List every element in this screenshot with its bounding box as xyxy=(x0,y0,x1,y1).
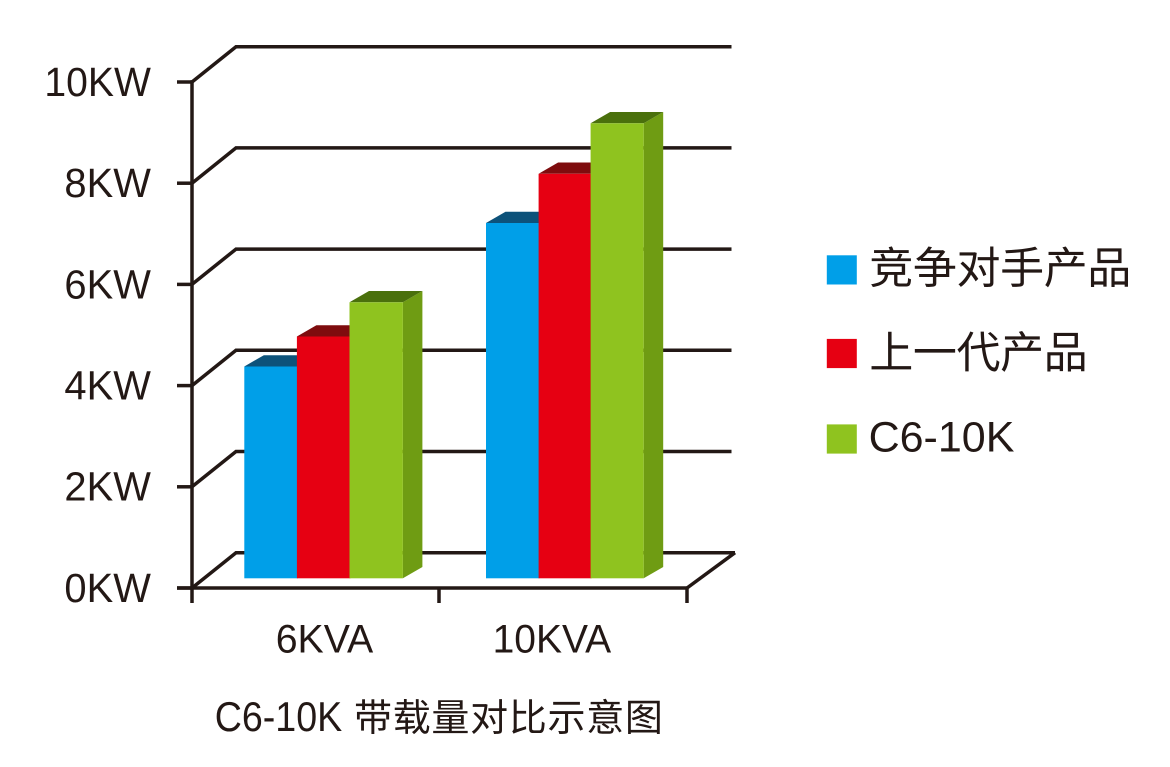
svg-text:0KW: 0KW xyxy=(64,565,151,611)
svg-text:4KW: 4KW xyxy=(64,363,151,409)
svg-text:6KVA: 6KVA xyxy=(276,618,374,662)
svg-text:C6-10K: C6-10K xyxy=(215,693,343,740)
svg-text:10KW: 10KW xyxy=(44,59,151,105)
svg-text:6KW: 6KW xyxy=(64,261,151,307)
svg-text:2KW: 2KW xyxy=(64,464,151,510)
svg-text:8KW: 8KW xyxy=(64,160,151,206)
svg-text:10KVA: 10KVA xyxy=(493,618,612,662)
svg-text:C6-10K: C6-10K xyxy=(869,414,1015,462)
